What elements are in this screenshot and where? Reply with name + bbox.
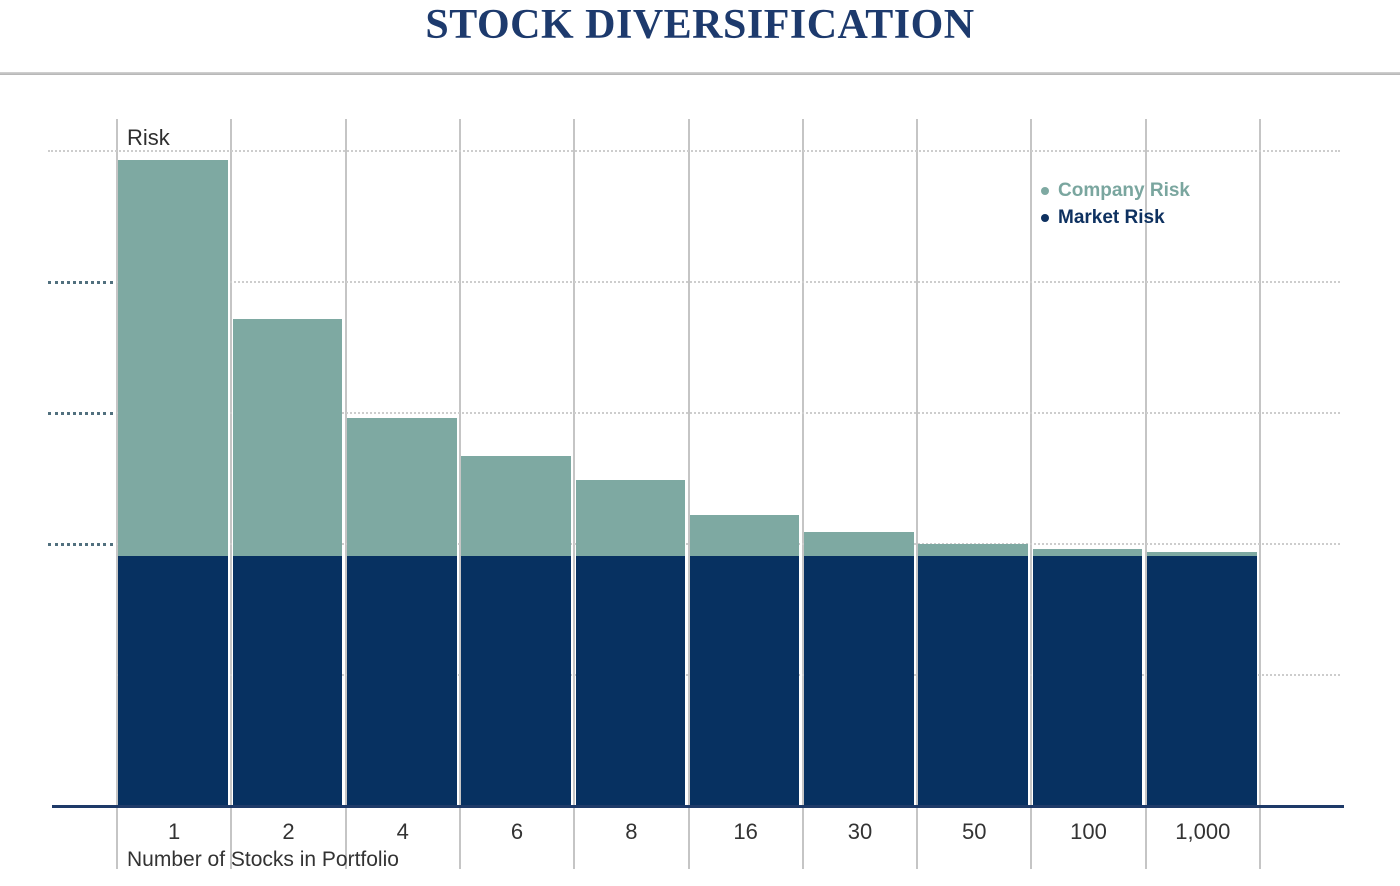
company-risk-bar <box>804 532 914 556</box>
company-risk-bar <box>689 515 800 556</box>
x-tick-label: 1,000 <box>1175 819 1231 844</box>
legend-dot-icon <box>1041 186 1049 195</box>
y-axis-tick-dots <box>48 281 113 284</box>
x-tick-label: 100 <box>1070 819 1107 844</box>
market-risk-bar <box>461 555 571 806</box>
vertical-gridline <box>116 119 118 869</box>
legend-item-label: Company Risk <box>1058 179 1190 201</box>
vertical-gridline <box>916 119 919 869</box>
market-risk-bar <box>1147 555 1257 806</box>
x-axis-title: Number of Stocks in Portfolio <box>127 848 399 871</box>
company-risk-bar <box>346 418 457 556</box>
x-tick-label: 1 <box>168 819 181 844</box>
market-risk-bar <box>232 555 343 806</box>
horizontal-dotted-gridline <box>117 412 1340 414</box>
vertical-gridline <box>687 119 690 869</box>
header-divider <box>0 72 1400 75</box>
x-tick-label: 6 <box>510 819 524 844</box>
legend-item-label: Market Risk <box>1058 206 1165 228</box>
legend-item: Market Risk <box>1041 204 1190 231</box>
company-risk-bar <box>575 479 686 556</box>
x-axis-line <box>52 804 1344 808</box>
vertical-gridline <box>1259 119 1261 869</box>
x-tick-label: 30 <box>847 819 873 844</box>
x-tick-label: 16 <box>733 819 758 844</box>
vertical-gridline <box>230 119 233 869</box>
horizontal-dotted-gridline <box>48 150 1340 152</box>
company-risk-bar <box>461 456 571 556</box>
vertical-gridline <box>801 119 804 869</box>
horizontal-dotted-gridline <box>117 281 1340 283</box>
page-title: STOCK DIVERSIFICATION <box>425 2 975 48</box>
x-tick-label: 2 <box>282 819 295 844</box>
y-axis-tick-dots <box>48 543 113 546</box>
legend-dot-icon <box>1041 213 1049 222</box>
vertical-gridline <box>573 119 576 869</box>
market-risk-bar <box>689 555 800 806</box>
y-axis-label: Risk <box>127 125 170 150</box>
market-risk-bar <box>1032 555 1143 806</box>
legend: Company Risk Market Risk <box>1041 177 1190 231</box>
x-tick-label: 4 <box>396 819 409 844</box>
company-risk-bar <box>1032 549 1143 556</box>
company-risk-bar <box>232 318 343 556</box>
y-axis-tick-dots <box>48 412 113 415</box>
market-risk-bar <box>346 555 457 806</box>
vertical-gridline <box>1030 119 1033 869</box>
company-risk-bar <box>118 160 228 556</box>
company-risk-bar <box>918 544 1029 556</box>
market-risk-bar <box>118 555 228 806</box>
x-tick-label: 8 <box>625 819 638 844</box>
company-risk-bar <box>1147 551 1257 556</box>
vertical-gridline <box>1144 119 1147 869</box>
legend-item: Company Risk <box>1041 177 1190 204</box>
vertical-gridline <box>344 119 347 869</box>
market-risk-bar <box>918 555 1029 806</box>
x-tick-label: 50 <box>962 819 987 844</box>
market-risk-bar <box>575 555 686 806</box>
market-risk-bar <box>804 555 914 806</box>
vertical-gridline <box>458 119 461 869</box>
